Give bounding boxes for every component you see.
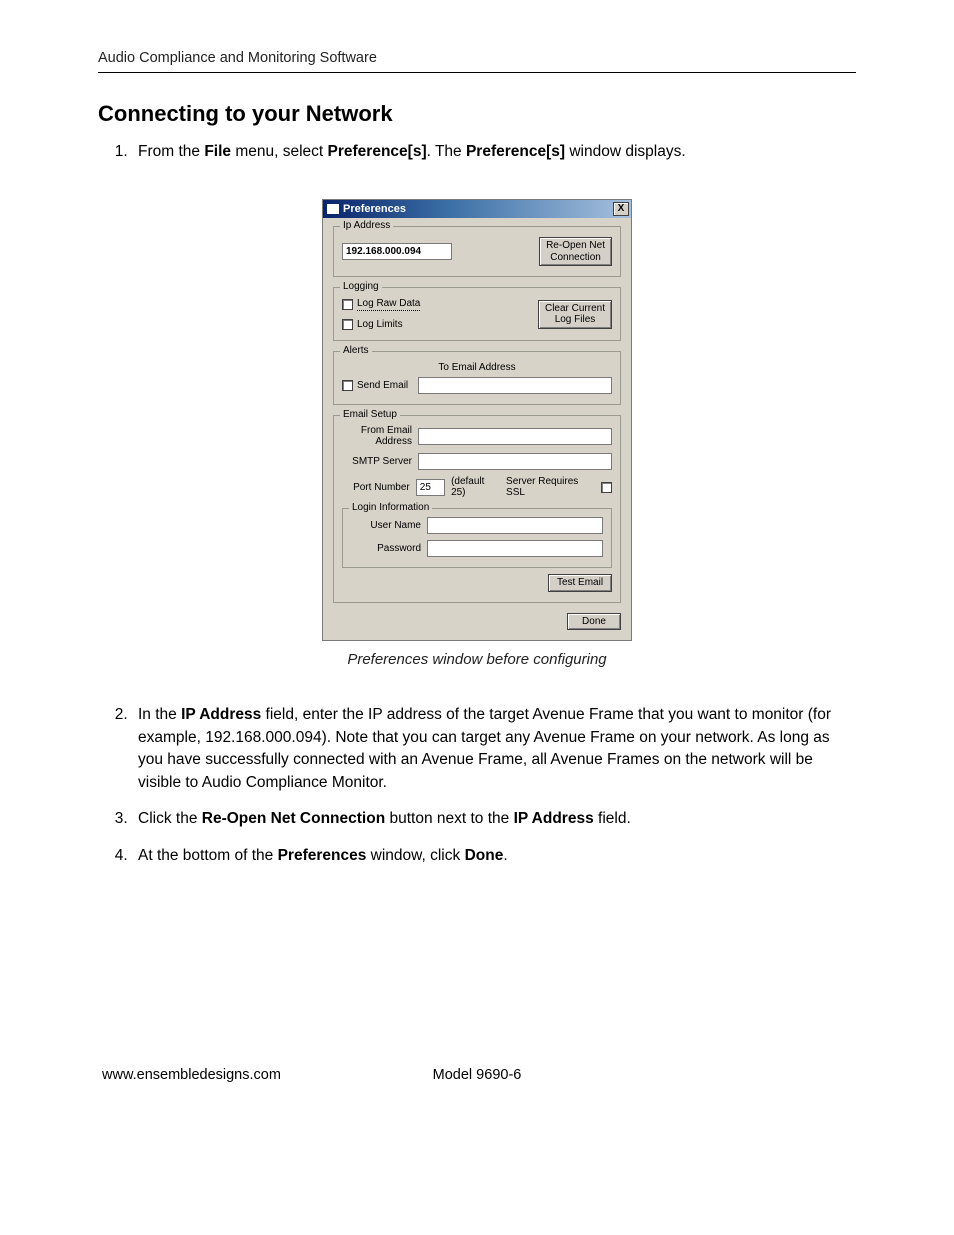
done-button[interactable]: Done bbox=[567, 613, 621, 631]
page-footer: www.ensembledesigns.com Model 9690-6 bbox=[98, 1067, 856, 1083]
section-title: Connecting to your Network bbox=[98, 101, 856, 127]
text: From the bbox=[138, 143, 204, 160]
text: In the bbox=[138, 706, 181, 723]
group-legend: Login Information bbox=[349, 502, 432, 513]
ssl-checkbox[interactable] bbox=[601, 482, 612, 493]
alerts-group: Alerts To Email Address Send Email bbox=[333, 351, 621, 405]
step-list-continued: In the IP Address field, enter the IP ad… bbox=[98, 704, 856, 867]
smtp-server-label: SMTP Server bbox=[342, 456, 418, 467]
ssl-label: Server Requires SSL bbox=[506, 476, 597, 498]
log-limits-label: Log Limits bbox=[357, 319, 403, 330]
port-number-label: Port Number bbox=[342, 482, 416, 493]
step-list: From the File menu, select Preference[s]… bbox=[98, 141, 856, 163]
group-legend: Ip Address bbox=[340, 220, 393, 231]
log-raw-data-label: Log Raw Data bbox=[357, 298, 420, 311]
text: menu, select bbox=[231, 143, 328, 160]
text-bold: IP Address bbox=[514, 810, 594, 827]
app-icon bbox=[327, 204, 339, 214]
text: window, click bbox=[366, 847, 464, 864]
group-legend: Alerts bbox=[340, 345, 372, 356]
text: button next to the bbox=[385, 810, 513, 827]
reopen-net-connection-button[interactable]: Re-Open Net Connection bbox=[539, 237, 612, 266]
logging-group: Logging Log Raw Data Log Limits bbox=[333, 287, 621, 341]
to-email-label: To Email Address bbox=[438, 362, 515, 373]
ip-address-group: Ip Address 192.168.000.094 Re-Open Net C… bbox=[333, 226, 621, 277]
smtp-server-input[interactable] bbox=[418, 453, 612, 470]
text-bold: Done bbox=[465, 847, 504, 864]
text-bold: Preferences bbox=[278, 847, 367, 864]
dialog-body: Ip Address 192.168.000.094 Re-Open Net C… bbox=[323, 218, 631, 640]
to-email-input[interactable] bbox=[418, 377, 612, 394]
clear-log-files-button[interactable]: Clear Current Log Files bbox=[538, 300, 612, 329]
text-bold: Re-Open Net Connection bbox=[202, 810, 385, 827]
step-3: Click the Re-Open Net Connection button … bbox=[132, 808, 856, 830]
log-limits-checkbox[interactable] bbox=[342, 319, 353, 330]
text: window displays. bbox=[565, 143, 686, 160]
send-email-checkbox[interactable] bbox=[342, 380, 353, 391]
footer-url: www.ensembledesigns.com bbox=[102, 1067, 281, 1083]
username-label: User Name bbox=[351, 520, 427, 531]
group-legend: Logging bbox=[340, 281, 382, 292]
log-raw-data-checkbox[interactable] bbox=[342, 299, 353, 310]
text-bold: IP Address bbox=[181, 706, 261, 723]
running-header: Audio Compliance and Monitoring Software bbox=[98, 50, 856, 73]
window-title: Preferences bbox=[343, 203, 406, 215]
text-bold: Preference[s] bbox=[466, 143, 565, 160]
send-email-label: Send Email bbox=[357, 380, 408, 391]
port-hint: (default 25) bbox=[451, 476, 500, 498]
email-setup-group: Email Setup From Email Address SMTP Serv… bbox=[333, 415, 621, 603]
from-email-label: From Email Address bbox=[342, 426, 418, 447]
text: field. bbox=[594, 810, 631, 827]
text: At the bottom of the bbox=[138, 847, 278, 864]
password-input[interactable] bbox=[427, 540, 603, 557]
login-information-group: Login Information User Name Password bbox=[342, 508, 612, 568]
port-number-input[interactable]: 25 bbox=[416, 479, 445, 496]
titlebar: Preferences X bbox=[323, 200, 631, 218]
close-button[interactable]: X bbox=[613, 202, 629, 216]
text: . The bbox=[427, 143, 466, 160]
preferences-dialog: Preferences X Ip Address 192.168.000.094… bbox=[322, 199, 632, 641]
username-input[interactable] bbox=[427, 517, 603, 534]
text: Click the bbox=[138, 810, 202, 827]
step-4: At the bottom of the Preferences window,… bbox=[132, 845, 856, 867]
text: . bbox=[503, 847, 507, 864]
group-legend: Email Setup bbox=[340, 409, 400, 420]
step-2: In the IP Address field, enter the IP ad… bbox=[132, 704, 856, 794]
text-bold: Preference[s] bbox=[328, 143, 427, 160]
from-email-input[interactable] bbox=[418, 428, 612, 445]
step-1: From the File menu, select Preference[s]… bbox=[132, 141, 856, 163]
password-label: Password bbox=[351, 543, 427, 554]
footer-model: Model 9690-6 bbox=[433, 1067, 522, 1083]
figure-caption: Preferences window before configuring bbox=[98, 651, 856, 668]
ip-address-input[interactable]: 192.168.000.094 bbox=[342, 243, 452, 260]
figure: Preferences X Ip Address 192.168.000.094… bbox=[98, 199, 856, 668]
text-bold: File bbox=[204, 143, 231, 160]
manual-page: Audio Compliance and Monitoring Software… bbox=[0, 0, 954, 1123]
test-email-button[interactable]: Test Email bbox=[548, 574, 612, 592]
